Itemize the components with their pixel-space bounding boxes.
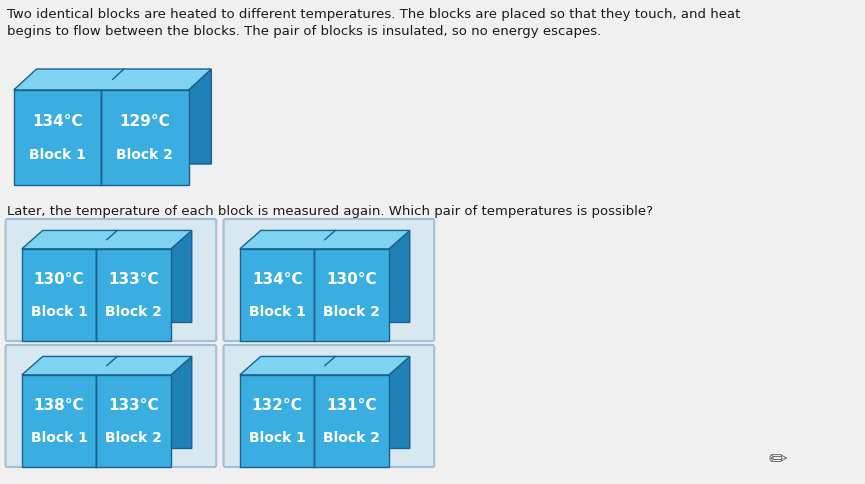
Text: 133°C: 133°C bbox=[108, 271, 159, 286]
Polygon shape bbox=[240, 231, 410, 249]
Polygon shape bbox=[189, 70, 211, 165]
Polygon shape bbox=[22, 231, 192, 249]
FancyBboxPatch shape bbox=[5, 220, 216, 341]
Text: Block 1: Block 1 bbox=[30, 305, 87, 319]
Polygon shape bbox=[389, 357, 410, 449]
Polygon shape bbox=[314, 375, 389, 467]
Text: Two identical blocks are heated to different temperatures. The blocks are placed: Two identical blocks are heated to diffe… bbox=[8, 8, 740, 38]
Text: Later, the temperature of each block is measured again. Which pair of temperatur: Later, the temperature of each block is … bbox=[8, 205, 653, 217]
Polygon shape bbox=[389, 231, 410, 323]
Polygon shape bbox=[240, 249, 314, 341]
Text: Block 2: Block 2 bbox=[106, 431, 162, 444]
Text: 132°C: 132°C bbox=[252, 397, 303, 412]
Polygon shape bbox=[101, 91, 189, 185]
Text: 138°C: 138°C bbox=[34, 397, 85, 412]
Polygon shape bbox=[14, 91, 101, 185]
FancyBboxPatch shape bbox=[5, 345, 216, 467]
Text: 129°C: 129°C bbox=[119, 114, 170, 129]
Text: 130°C: 130°C bbox=[326, 271, 377, 286]
Text: 131°C: 131°C bbox=[326, 397, 377, 412]
Polygon shape bbox=[96, 249, 171, 341]
Text: 134°C: 134°C bbox=[32, 114, 83, 129]
Polygon shape bbox=[171, 357, 192, 449]
Polygon shape bbox=[22, 249, 96, 341]
Polygon shape bbox=[240, 357, 410, 375]
Text: 134°C: 134°C bbox=[252, 271, 303, 286]
Text: ✏: ✏ bbox=[768, 449, 786, 469]
Text: Block 1: Block 1 bbox=[30, 431, 87, 444]
Polygon shape bbox=[22, 375, 96, 467]
Polygon shape bbox=[22, 357, 192, 375]
FancyBboxPatch shape bbox=[223, 345, 434, 467]
Polygon shape bbox=[14, 70, 211, 91]
Polygon shape bbox=[171, 231, 192, 323]
Text: Block 2: Block 2 bbox=[324, 431, 380, 444]
Polygon shape bbox=[240, 375, 314, 467]
Text: Block 1: Block 1 bbox=[249, 431, 305, 444]
Text: Block 2: Block 2 bbox=[324, 305, 380, 319]
Text: 133°C: 133°C bbox=[108, 397, 159, 412]
Text: 130°C: 130°C bbox=[34, 271, 85, 286]
FancyBboxPatch shape bbox=[223, 220, 434, 341]
Polygon shape bbox=[96, 375, 171, 467]
Text: Block 2: Block 2 bbox=[117, 148, 173, 162]
Text: Block 1: Block 1 bbox=[249, 305, 305, 319]
Text: Block 1: Block 1 bbox=[29, 148, 86, 162]
Text: Block 2: Block 2 bbox=[106, 305, 162, 319]
Polygon shape bbox=[314, 249, 389, 341]
